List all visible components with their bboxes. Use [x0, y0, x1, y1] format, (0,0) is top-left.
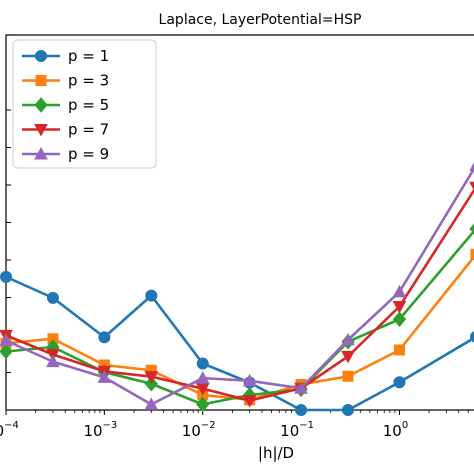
x-tick-label-exponent: −4 — [4, 420, 19, 431]
data-point — [46, 354, 60, 368]
x-tick-label: 10−4 — [0, 420, 19, 440]
data-point — [393, 376, 406, 389]
data-point — [469, 162, 474, 171]
data-point — [144, 371, 159, 384]
data-point — [341, 350, 355, 364]
data-point — [35, 75, 47, 86]
legend-box — [12, 39, 157, 169]
data-point — [145, 289, 158, 302]
data-point — [196, 396, 210, 413]
data-point — [35, 50, 47, 62]
y-ticks — [6, 109, 11, 411]
legend-entry: p = 3 — [22, 72, 109, 90]
data-point — [469, 181, 474, 191]
x-tick-label-base: 10 — [83, 422, 102, 440]
x-tick-label-base: 10 — [182, 422, 201, 440]
data-point — [0, 270, 12, 283]
series-line — [5, 166, 474, 406]
data-point — [392, 311, 407, 328]
data-point — [144, 397, 159, 410]
data-point — [98, 331, 111, 344]
x-tick-label-base: 10 — [280, 422, 299, 440]
x-tick-label-exponent: 0 — [402, 420, 408, 431]
data-point — [294, 381, 308, 394]
x-tick-label-base: 10 — [0, 422, 4, 440]
data-point — [196, 357, 209, 370]
legend-label: p = 1 — [68, 47, 109, 65]
data-point — [392, 284, 407, 298]
x-tick-label: 10−1 — [280, 420, 314, 440]
x-tick-label-exponent: −1 — [299, 420, 314, 431]
legend-entry: p = 9 — [22, 145, 109, 163]
x-tick-label: 10−3 — [83, 420, 117, 440]
data-point — [393, 344, 405, 356]
data-point — [34, 97, 48, 113]
legend-entry: p = 7 — [22, 121, 109, 139]
data-point — [34, 146, 48, 160]
data-point — [195, 371, 210, 384]
legend-entry: p = 1 — [22, 47, 109, 65]
data-point — [341, 332, 355, 346]
x-axis-label: |h|/D — [258, 444, 294, 462]
chart-title: Laplace, LayerPotential=HSP — [159, 12, 362, 28]
data-point — [144, 375, 158, 392]
legend-label: p = 5 — [68, 96, 109, 114]
data-point — [342, 370, 354, 382]
series-line — [5, 254, 474, 402]
data-point — [470, 331, 474, 343]
legend-label: p = 3 — [68, 72, 109, 90]
series-line — [5, 187, 474, 402]
series-p-9 — [0, 162, 474, 410]
x-tick-label-exponent: −3 — [103, 420, 118, 431]
data-point — [0, 333, 13, 347]
x-tick-label: 100 — [383, 420, 408, 440]
data-point — [242, 373, 257, 387]
data-point — [392, 301, 407, 314]
data-point — [295, 404, 308, 416]
series-layer — [0, 162, 474, 416]
legend-label: p = 9 — [68, 145, 109, 163]
legend-entry: p = 5 — [22, 96, 109, 114]
data-point — [242, 395, 257, 408]
data-point — [46, 291, 59, 304]
data-point — [34, 124, 48, 137]
legend: p = 1 p = 3 p = 5 p = 7 p = 9 — [12, 39, 157, 169]
x-tick-label-exponent: −2 — [201, 420, 216, 431]
data-point — [0, 343, 13, 360]
series-line — [5, 275, 474, 412]
data-point — [470, 248, 474, 260]
data-point — [469, 223, 474, 235]
x-tick-label-base: 10 — [383, 422, 402, 440]
legend-label: p = 7 — [68, 121, 109, 139]
data-point — [97, 370, 112, 383]
data-point — [342, 404, 355, 416]
x-tick-label: 10−2 — [182, 420, 216, 440]
